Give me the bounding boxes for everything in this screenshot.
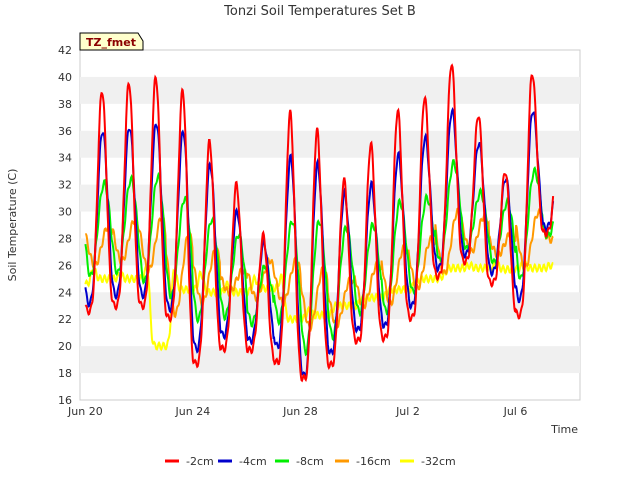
y-tick-label: 22: [58, 313, 72, 326]
y-tick-label: 18: [58, 367, 72, 380]
tag-label: TZ_fmet: [86, 36, 136, 49]
y-tick-label: 38: [58, 98, 72, 111]
legend-label: -32cm: [421, 455, 456, 468]
y-tick-label: 20: [58, 340, 72, 353]
y-tick-label: 42: [58, 44, 72, 57]
x-axis-label: Time: [550, 423, 578, 436]
x-tick-label: Jun 20: [67, 405, 103, 418]
grid-band: [80, 76, 580, 104]
legend-label: -4cm: [239, 455, 267, 468]
y-tick-label: 36: [58, 125, 72, 138]
x-tick-label: Jul 2: [395, 405, 420, 418]
grid-band: [80, 130, 580, 158]
y-axis-ticks: 16 18 20 22 24 26 28 30 32 34 36 38 40 42: [58, 44, 72, 407]
y-tick-label: 30: [58, 206, 72, 219]
y-tick-label: 28: [58, 232, 72, 245]
y-tick-label: 34: [58, 152, 72, 165]
y-tick-label: 40: [58, 71, 72, 84]
chart-title: Tonzi Soil Temperatures Set B: [223, 4, 416, 19]
legend-label: -8cm: [296, 455, 324, 468]
series-lines: [84, 63, 555, 383]
x-tick-label: Jun 24: [175, 405, 211, 418]
series-line-m32cm: [84, 260, 554, 352]
tag-box: TZ_fmet: [79, 32, 144, 51]
y-tick-label: 16: [58, 394, 72, 407]
y-axis-label: Soil Temperature (C): [6, 169, 19, 282]
series-line-m8cm: [84, 158, 555, 357]
legend: -2cm -4cm -8cm -16cm -32cm: [165, 455, 456, 468]
x-axis-ticks: Jun 20 Jun 24 Jun 28 Jul 2 Jul 6: [67, 405, 527, 418]
y-tick-label: 24: [58, 286, 72, 299]
series-line-m2cm: [84, 63, 555, 383]
y-tick-label: 26: [58, 259, 72, 272]
legend-label: -2cm: [186, 455, 214, 468]
legend-label: -16cm: [356, 455, 391, 468]
x-tick-label: Jul 6: [503, 405, 528, 418]
x-tick-label: Jun 28: [282, 405, 318, 418]
y-tick-label: 32: [58, 179, 72, 192]
